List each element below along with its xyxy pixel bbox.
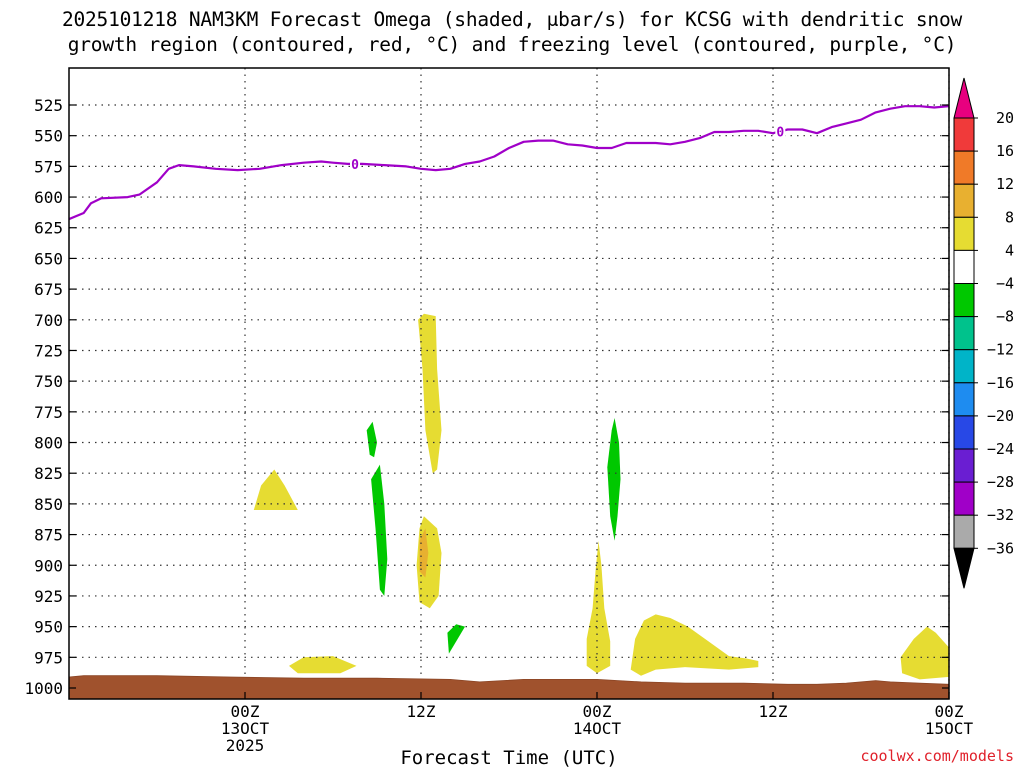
x-tick-label: 15OCT (925, 719, 974, 738)
omega-area-10 (607, 418, 621, 541)
y-tick-label: 525 (34, 96, 63, 115)
colorbar-segment (953, 382, 975, 417)
y-tick-label: 875 (34, 526, 63, 545)
colorbar-tick-label: −8 (996, 308, 1014, 326)
colorbar-segment (953, 349, 975, 384)
terrain-layer (69, 675, 949, 699)
plot-frame (68, 67, 950, 700)
omega-area-8 (447, 624, 465, 654)
y-tick-label: 825 (34, 464, 63, 483)
colorbar-segment (953, 249, 975, 284)
colorbar-segment (953, 183, 975, 218)
colorbar-tick-label: 12 (996, 175, 1014, 193)
y-tick-label: 925 (34, 587, 63, 606)
x-tick-label: 14OCT (573, 719, 622, 738)
y-tick-label: 800 (34, 434, 63, 453)
y-tick-label: 850 (34, 495, 63, 514)
colorbar: 20 16 12 8 4 −4 −8 −12 −16 −20 −24 −28 −32 −36 (953, 77, 1014, 589)
colorbar-tick-label: −32 (987, 506, 1014, 524)
x-tick-label: 13OCT (221, 719, 270, 738)
omega-area-12 (900, 626, 949, 680)
colorbar-segment (953, 514, 975, 549)
y-tick-label: 775 (34, 403, 63, 422)
colorbar-segment (953, 117, 975, 152)
freezing-level-layer: 00 (69, 105, 949, 221)
freezing-level-label-bg (350, 155, 360, 172)
freezing-level-label: 0 (351, 158, 359, 173)
x-tick-label: 00Z (935, 702, 964, 721)
credit-text: coolwx.com/models (860, 747, 1014, 765)
axis-layer: 525 550 575 600 625 650 675 700 725 750 775 800 825 8… (24, 96, 973, 755)
y-tick-label: 725 (34, 341, 63, 360)
omega-area-5 (418, 313, 442, 474)
x-tick-label: 00Z (583, 702, 612, 721)
colorbar-tick-label: −28 (987, 473, 1014, 491)
colorbar-tick-label: −20 (987, 407, 1014, 425)
y-tick-label: 975 (34, 648, 63, 667)
omega-area-9 (586, 540, 611, 674)
y-tick-label: 700 (34, 311, 63, 330)
colorbar-segment (953, 283, 975, 318)
freezing-level-label-bg (775, 123, 786, 140)
y-tick-label: 650 (34, 249, 63, 268)
x-tick-label: 00Z (231, 702, 260, 721)
grid-layer (69, 68, 950, 699)
y-tick-label: 900 (34, 556, 63, 575)
omega-area-1 (253, 469, 298, 510)
y-tick-label: 575 (34, 157, 63, 176)
freezing-level-label: 0 (776, 125, 784, 140)
colorbar-tick-label: −4 (996, 275, 1014, 293)
x-axis-label: Forecast Time (UTC) (400, 747, 617, 768)
terrain-fill (69, 675, 949, 699)
colorbar-segment (953, 415, 975, 450)
x-tick-label: 12Z (407, 702, 436, 721)
colorbar-bottom-arrow (953, 547, 975, 589)
y-tick-label: 675 (34, 280, 63, 299)
omega-area-3 (366, 421, 377, 458)
colorbar-tick-label: 20 (996, 109, 1014, 127)
y-tick-label: 950 (34, 618, 63, 637)
y-tick-label: 550 (34, 127, 63, 146)
y-tick-label: 1000 (24, 679, 63, 698)
colorbar-tick-label: 16 (996, 142, 1014, 160)
colorbar-tick-label: 8 (1005, 208, 1014, 226)
colorbar-segment (953, 448, 975, 483)
chart-title-line-1: 2025101218 NAM3KM Forecast Omega (shaded… (61, 8, 963, 31)
colorbar-tick-label: −12 (987, 341, 1014, 359)
x-tick-label: 12Z (759, 702, 788, 721)
omega-area-4 (371, 464, 388, 596)
colorbar-tick-label: −36 (987, 539, 1014, 557)
colorbar-tick-label: −16 (987, 374, 1014, 392)
y-tick-label: 600 (34, 188, 63, 207)
omega-area-7 (419, 528, 429, 578)
omega-shading-layer (253, 313, 949, 680)
omega-area-11 (630, 614, 759, 676)
colorbar-top-arrow (953, 77, 975, 119)
colorbar-tick-label: 4 (1005, 241, 1014, 259)
y-tick-label: 625 (34, 219, 63, 238)
omega-area-2 (289, 656, 357, 674)
x-tick-label: 2025 (226, 736, 265, 755)
colorbar-segment (953, 481, 975, 516)
colorbar-tick-label: −24 (987, 440, 1014, 458)
freezing-level-line (69, 105, 949, 221)
colorbar-segment (953, 150, 975, 185)
colorbar-segment (953, 216, 975, 251)
chart-title-line-2: growth region (contoured, red, °C) and f… (67, 33, 957, 56)
colorbar-segment (953, 316, 975, 351)
y-tick-label: 750 (34, 372, 63, 391)
